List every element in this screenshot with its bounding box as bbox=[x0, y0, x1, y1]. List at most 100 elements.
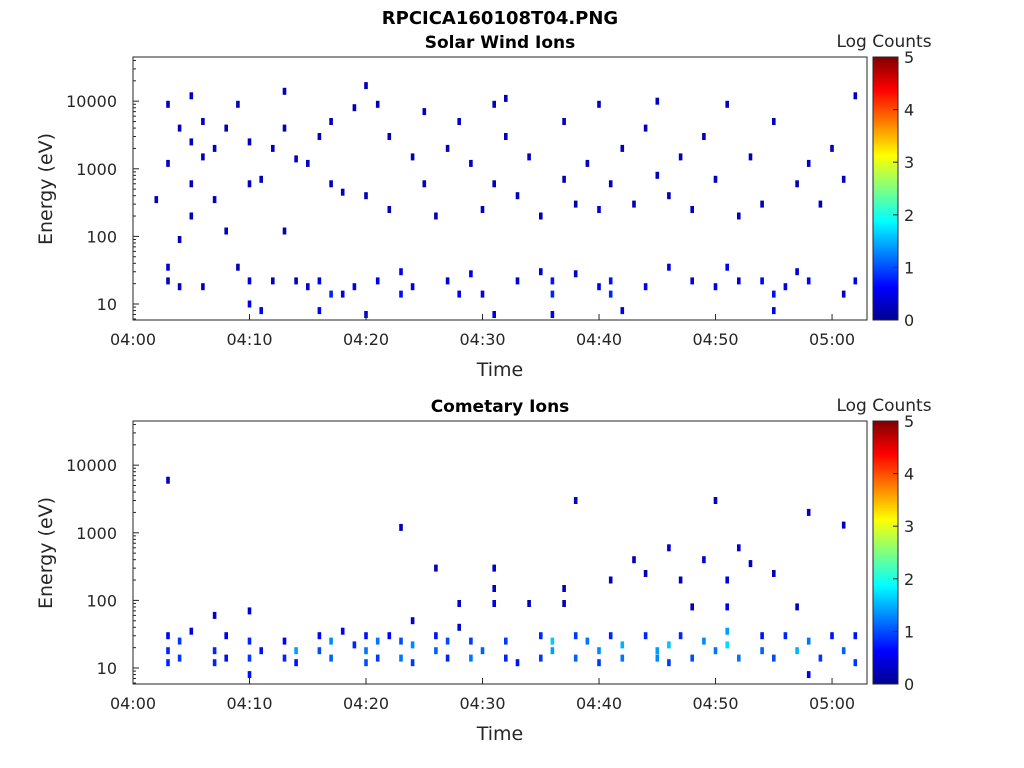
x-axis-label: Time bbox=[476, 359, 524, 381]
data-cell bbox=[469, 270, 473, 278]
data-cell bbox=[201, 118, 205, 125]
data-cell bbox=[737, 544, 741, 552]
data-cell bbox=[725, 603, 729, 611]
data-cell bbox=[259, 175, 263, 183]
data-cell bbox=[492, 311, 496, 318]
colorbar: Log Counts 0 1 2 3 4 5 bbox=[836, 32, 931, 330]
colorbar-ticks: 0 1 2 3 4 5 bbox=[893, 412, 914, 694]
data-cell bbox=[737, 654, 741, 662]
data-cell bbox=[783, 632, 788, 640]
data-cell bbox=[853, 659, 858, 667]
data-cell bbox=[562, 600, 566, 607]
plot-area: 04:00 04:10 04:20 04:30 04:40 04:50 05:00 1010… bbox=[66, 56, 868, 349]
data-cell bbox=[364, 82, 368, 90]
x-ticks: 04:00 04:10 04:20 04:30 04:40 04:50 05:00 bbox=[110, 678, 855, 713]
x-axis-label: Time bbox=[476, 723, 524, 745]
data-cell bbox=[667, 263, 671, 271]
data-cell bbox=[760, 277, 764, 285]
x-tick-label: 04:10 bbox=[226, 694, 272, 713]
data-cell bbox=[375, 277, 380, 285]
data-cell bbox=[783, 283, 788, 291]
data-cell bbox=[329, 180, 333, 188]
data-cell bbox=[422, 108, 427, 116]
colorbar-tick-label: 5 bbox=[904, 412, 914, 431]
data-cell bbox=[410, 153, 415, 161]
data-cell bbox=[364, 632, 368, 640]
y-axis-label: Energy (eV) bbox=[35, 497, 57, 609]
data-cell bbox=[597, 647, 601, 655]
data-cell bbox=[480, 290, 485, 298]
y-tick-label: 100 bbox=[86, 227, 117, 246]
data-cell bbox=[806, 671, 811, 679]
data-cell bbox=[306, 159, 310, 167]
data-cell bbox=[678, 153, 683, 161]
data-cell bbox=[527, 600, 531, 607]
colorbar-tick-label: 3 bbox=[904, 517, 914, 536]
colorbar-label: Log Counts bbox=[836, 396, 931, 416]
data-cell bbox=[399, 290, 403, 298]
data-cell bbox=[247, 637, 252, 645]
data-cell bbox=[748, 153, 753, 161]
data-cell bbox=[387, 133, 392, 140]
colorbar-tick-label: 2 bbox=[904, 570, 914, 589]
data-cell bbox=[445, 654, 450, 662]
x-tick-label: 04:10 bbox=[226, 330, 272, 349]
data-cell bbox=[562, 118, 566, 125]
data-cell bbox=[655, 647, 660, 655]
x-tick-label: 04:40 bbox=[576, 694, 622, 713]
data-cell bbox=[504, 637, 508, 645]
data-cell bbox=[317, 277, 322, 285]
data-cell bbox=[573, 270, 578, 278]
data-cell bbox=[573, 497, 578, 504]
data-cell bbox=[189, 627, 194, 635]
data-cell bbox=[236, 100, 240, 108]
data-cell bbox=[166, 659, 170, 667]
data-cell bbox=[690, 206, 694, 213]
data-cell bbox=[585, 637, 590, 645]
data-cell bbox=[224, 227, 228, 235]
data-cell bbox=[166, 632, 170, 640]
data-cell bbox=[317, 307, 322, 315]
data-cell bbox=[608, 632, 613, 640]
x-tick-label: 04:30 bbox=[459, 694, 505, 713]
data-cell bbox=[224, 654, 228, 662]
data-cell bbox=[422, 180, 427, 188]
figure-title: RPCICA160108T04.PNG bbox=[382, 8, 618, 29]
data-cell bbox=[166, 277, 170, 285]
data-cell bbox=[434, 564, 438, 572]
data-cell bbox=[620, 307, 625, 315]
data-cell bbox=[841, 647, 846, 655]
data-cell bbox=[795, 603, 799, 611]
data-cell bbox=[795, 268, 799, 276]
data-cell bbox=[410, 641, 415, 649]
data-cell bbox=[573, 200, 578, 208]
data-cell bbox=[772, 290, 776, 298]
plot-background bbox=[133, 421, 867, 684]
data-cell bbox=[492, 585, 496, 592]
colorbar: Log Counts 0 1 2 3 4 5 bbox=[836, 396, 931, 694]
data-cell bbox=[329, 637, 333, 645]
data-cell bbox=[620, 144, 625, 152]
data-cell bbox=[329, 290, 333, 298]
data-cell bbox=[282, 637, 287, 645]
data-cell bbox=[189, 212, 194, 220]
data-cell bbox=[527, 153, 531, 161]
y-axis-label: Energy (eV) bbox=[35, 133, 57, 245]
data-cell bbox=[410, 283, 415, 291]
panel-title: Cometary Ions bbox=[431, 397, 570, 417]
x-ticks: 04:00 04:10 04:20 04:30 04:40 04:50 05:00 bbox=[110, 314, 855, 349]
data-cell bbox=[375, 100, 380, 108]
x-tick-label: 04:20 bbox=[343, 694, 389, 713]
data-cell bbox=[445, 144, 450, 152]
data-cell bbox=[480, 206, 485, 213]
data-cell bbox=[410, 617, 415, 625]
data-cell bbox=[515, 192, 520, 200]
data-cell bbox=[620, 654, 625, 662]
plot-area: 04:00 04:10 04:20 04:30 04:40 04:50 05:00 1010… bbox=[66, 420, 868, 713]
colorbar-tick-label: 0 bbox=[904, 675, 914, 694]
plot-frame bbox=[132, 420, 868, 685]
data-cell bbox=[166, 647, 170, 655]
data-cell bbox=[608, 576, 613, 584]
data-cell bbox=[585, 159, 590, 167]
x-tick-label: 04:30 bbox=[459, 330, 505, 349]
